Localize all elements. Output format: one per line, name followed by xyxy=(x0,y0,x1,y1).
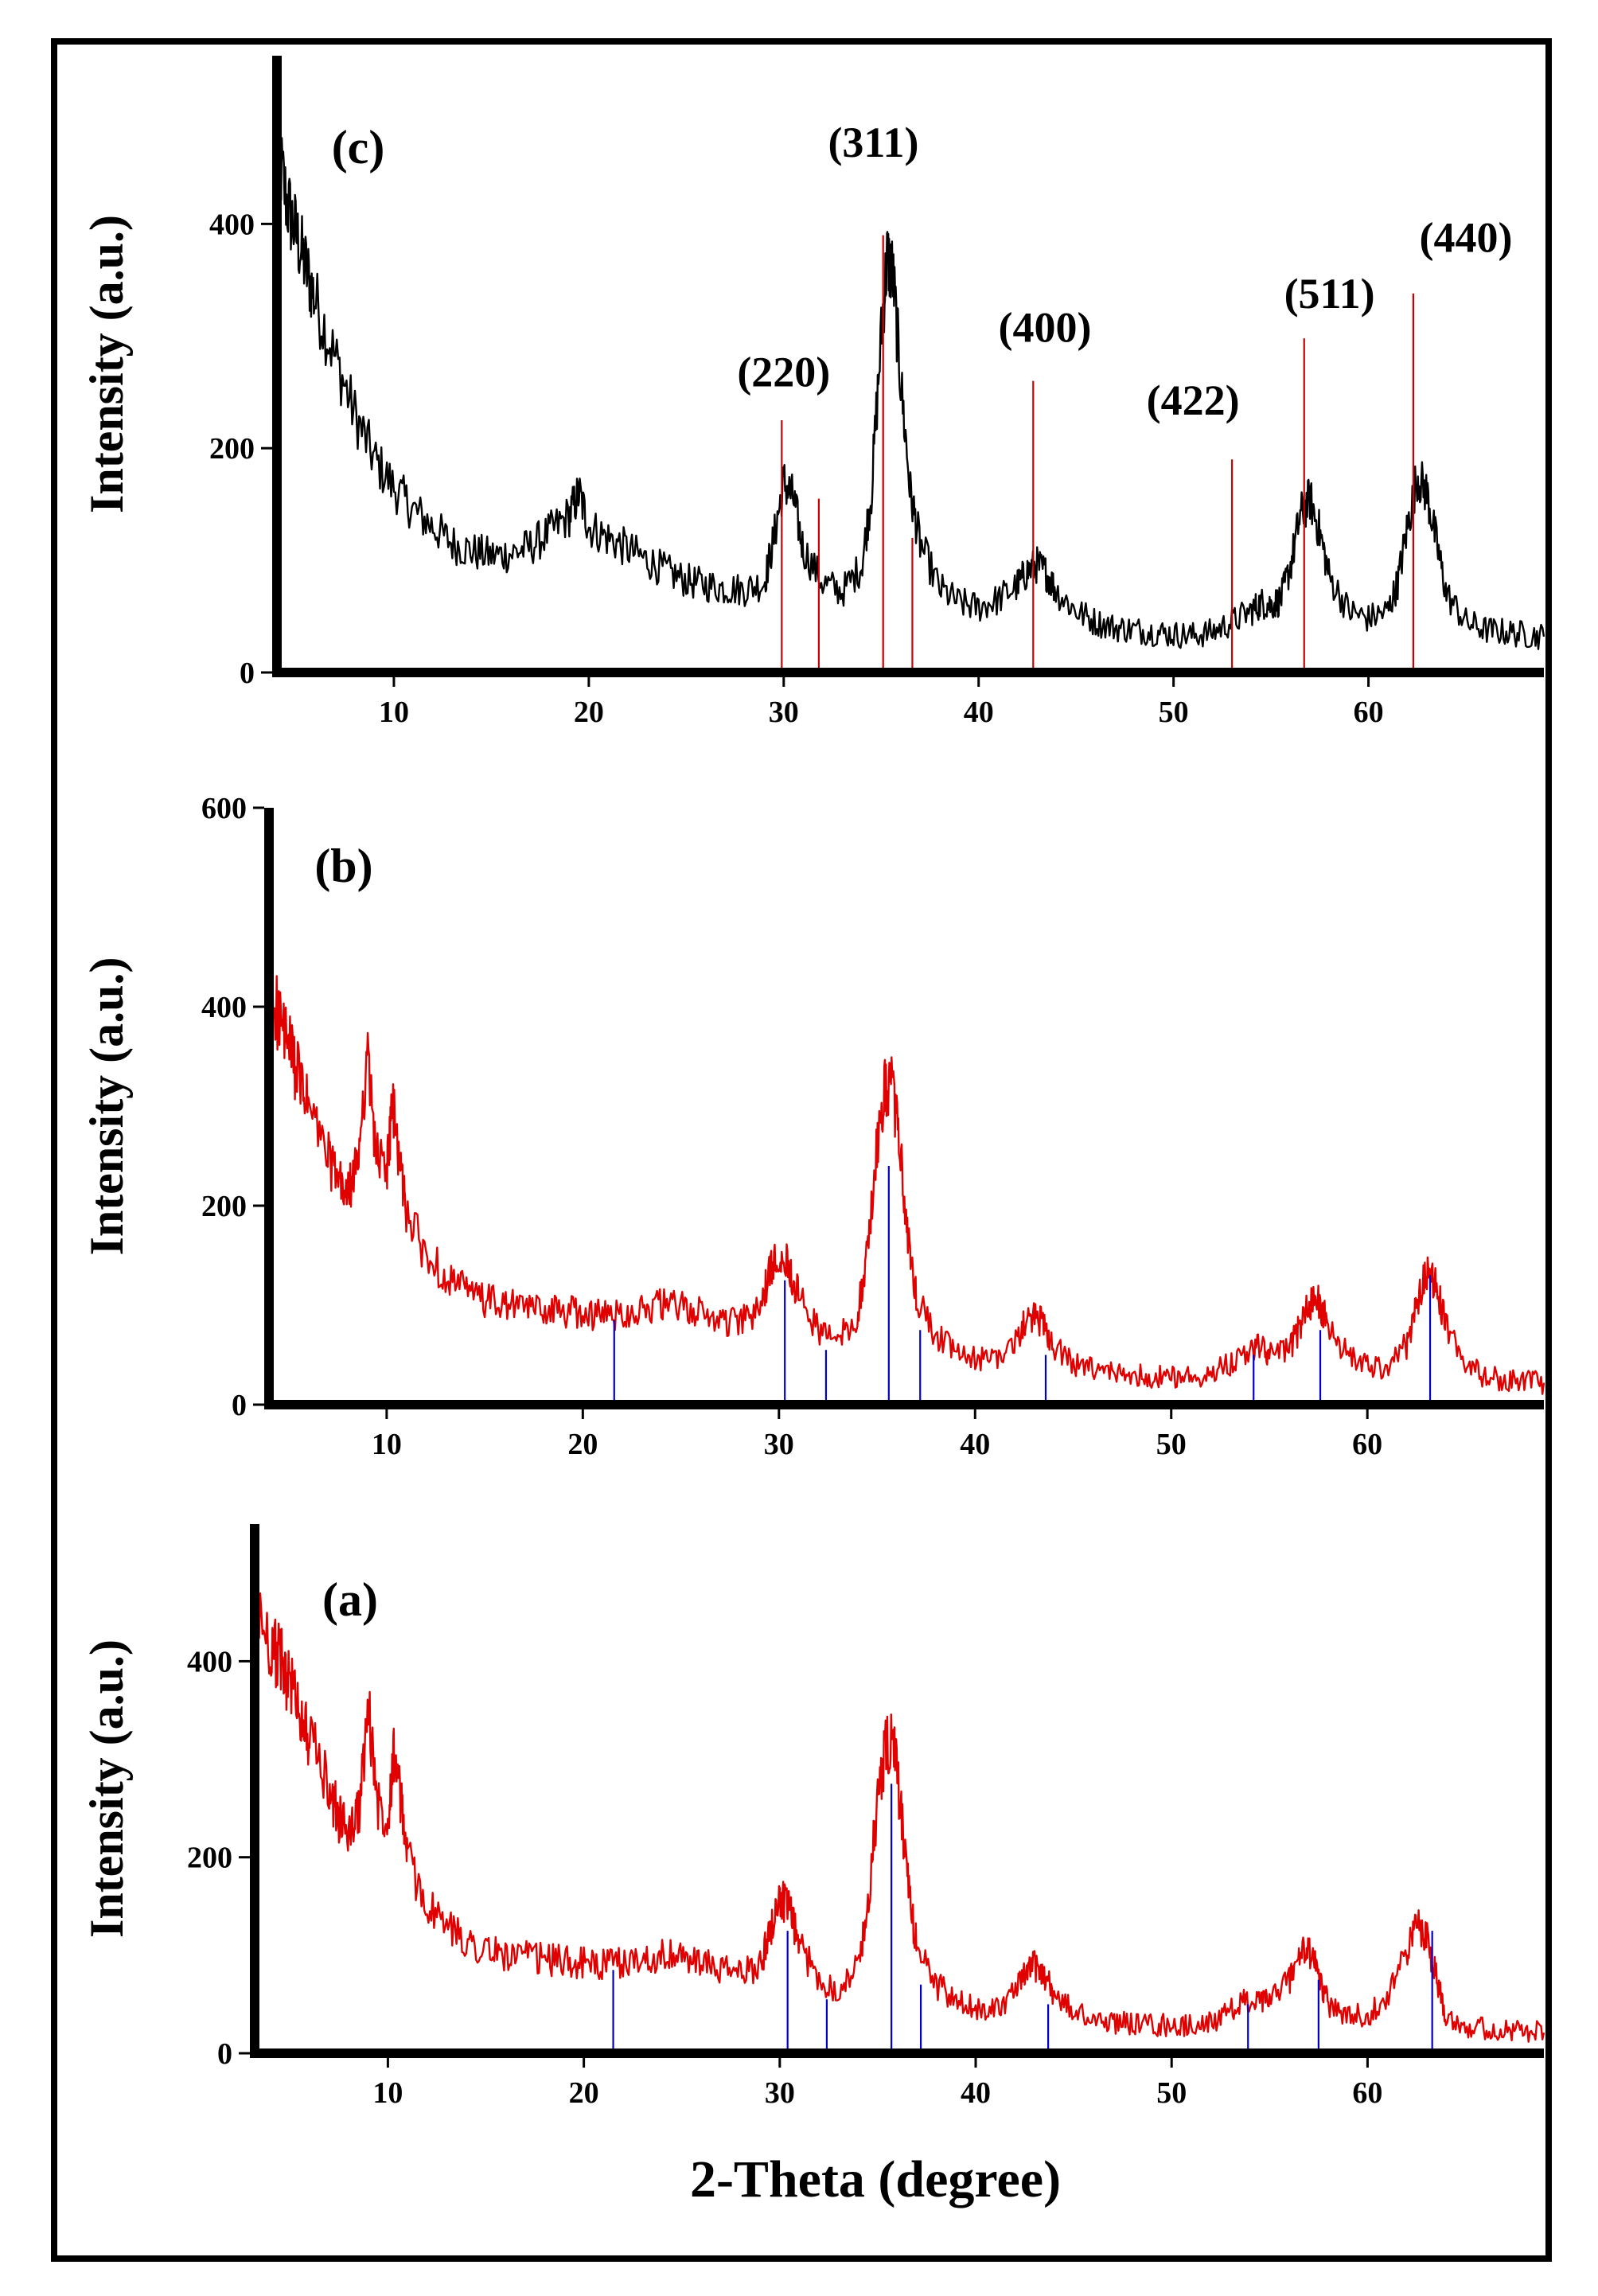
y-axis-label-a: Intensity (a.u.) xyxy=(80,1639,133,1938)
x-tick-label-a-10: 10 xyxy=(372,2076,403,2110)
x-tick-label-a-20: 20 xyxy=(569,2076,599,2110)
x-tick-label-c-40: 40 xyxy=(964,696,994,729)
y-tick-label-b-400: 400 xyxy=(201,991,247,1024)
x-tick-label-c-30: 30 xyxy=(769,696,799,729)
y-tick-label-c-0: 0 xyxy=(240,657,255,690)
panel-c: 10 20 30 40 50 60 0 200 400 Intensity (a.u.) (c) (2… xyxy=(80,56,1545,729)
x-tick-label-b-30: 30 xyxy=(764,1428,794,1461)
x-tick-label-a-60: 60 xyxy=(1352,2076,1382,2110)
series-line-a-0 xyxy=(253,1592,1545,2043)
y-tick-label-a-0: 0 xyxy=(217,2037,232,2071)
y-tick-label-b-200: 200 xyxy=(201,1190,247,1223)
y-tick-label-b-0: 0 xyxy=(232,1389,247,1422)
y-tick-label-c-200: 200 xyxy=(209,432,255,466)
y-tick-label-c-400: 400 xyxy=(209,208,255,241)
x-axis-label-a: 2-Theta (degree) xyxy=(690,2150,1061,2208)
y-axis-label-b: Intensity (a.u.) xyxy=(80,957,133,1255)
panel-label-c: (c) xyxy=(332,121,385,173)
x-tick-label-c-20: 20 xyxy=(574,696,604,729)
y-tick-label-a-200: 200 xyxy=(187,1842,232,1875)
x-tick-label-b-40: 40 xyxy=(960,1428,990,1461)
y-tick-label-a-400: 400 xyxy=(187,1645,232,1678)
x-tick-label-a-50: 50 xyxy=(1156,2076,1187,2110)
hkl-label-c-2: (400) xyxy=(999,303,1092,351)
hkl-label-c-3: (422) xyxy=(1147,376,1240,424)
y-axis-label-c: Intensity (a.u.) xyxy=(80,215,133,513)
series-line-c-0 xyxy=(275,109,1545,650)
series-line-b-0 xyxy=(267,955,1545,1395)
y-tick-label-b-600: 600 xyxy=(201,792,247,825)
panel-label-b: (b) xyxy=(314,840,372,892)
hkl-label-c-5: (440) xyxy=(1420,214,1513,262)
panel-label-a: (a) xyxy=(322,1573,378,1626)
hkl-label-c-4: (511) xyxy=(1284,270,1375,318)
panel-a: 10 20 30 40 50 60 0 200 400 Intensity (a.u.) (a) 2-… xyxy=(80,1524,1545,2208)
x-tick-label-a-40: 40 xyxy=(961,2076,991,2110)
x-tick-label-c-50: 50 xyxy=(1159,696,1189,729)
x-tick-label-b-60: 60 xyxy=(1352,1428,1382,1461)
x-tick-label-c-10: 10 xyxy=(379,696,409,729)
hkl-label-c-0: (220) xyxy=(737,349,830,396)
figure-frame xyxy=(51,38,1552,2262)
x-tick-label-b-10: 10 xyxy=(372,1428,402,1461)
x-tick-label-a-30: 30 xyxy=(765,2076,795,2110)
x-tick-label-b-50: 50 xyxy=(1156,1428,1187,1461)
hkl-label-c-1: (311) xyxy=(828,119,918,166)
x-tick-label-b-20: 20 xyxy=(567,1428,598,1461)
x-tick-label-c-60: 60 xyxy=(1354,696,1384,729)
